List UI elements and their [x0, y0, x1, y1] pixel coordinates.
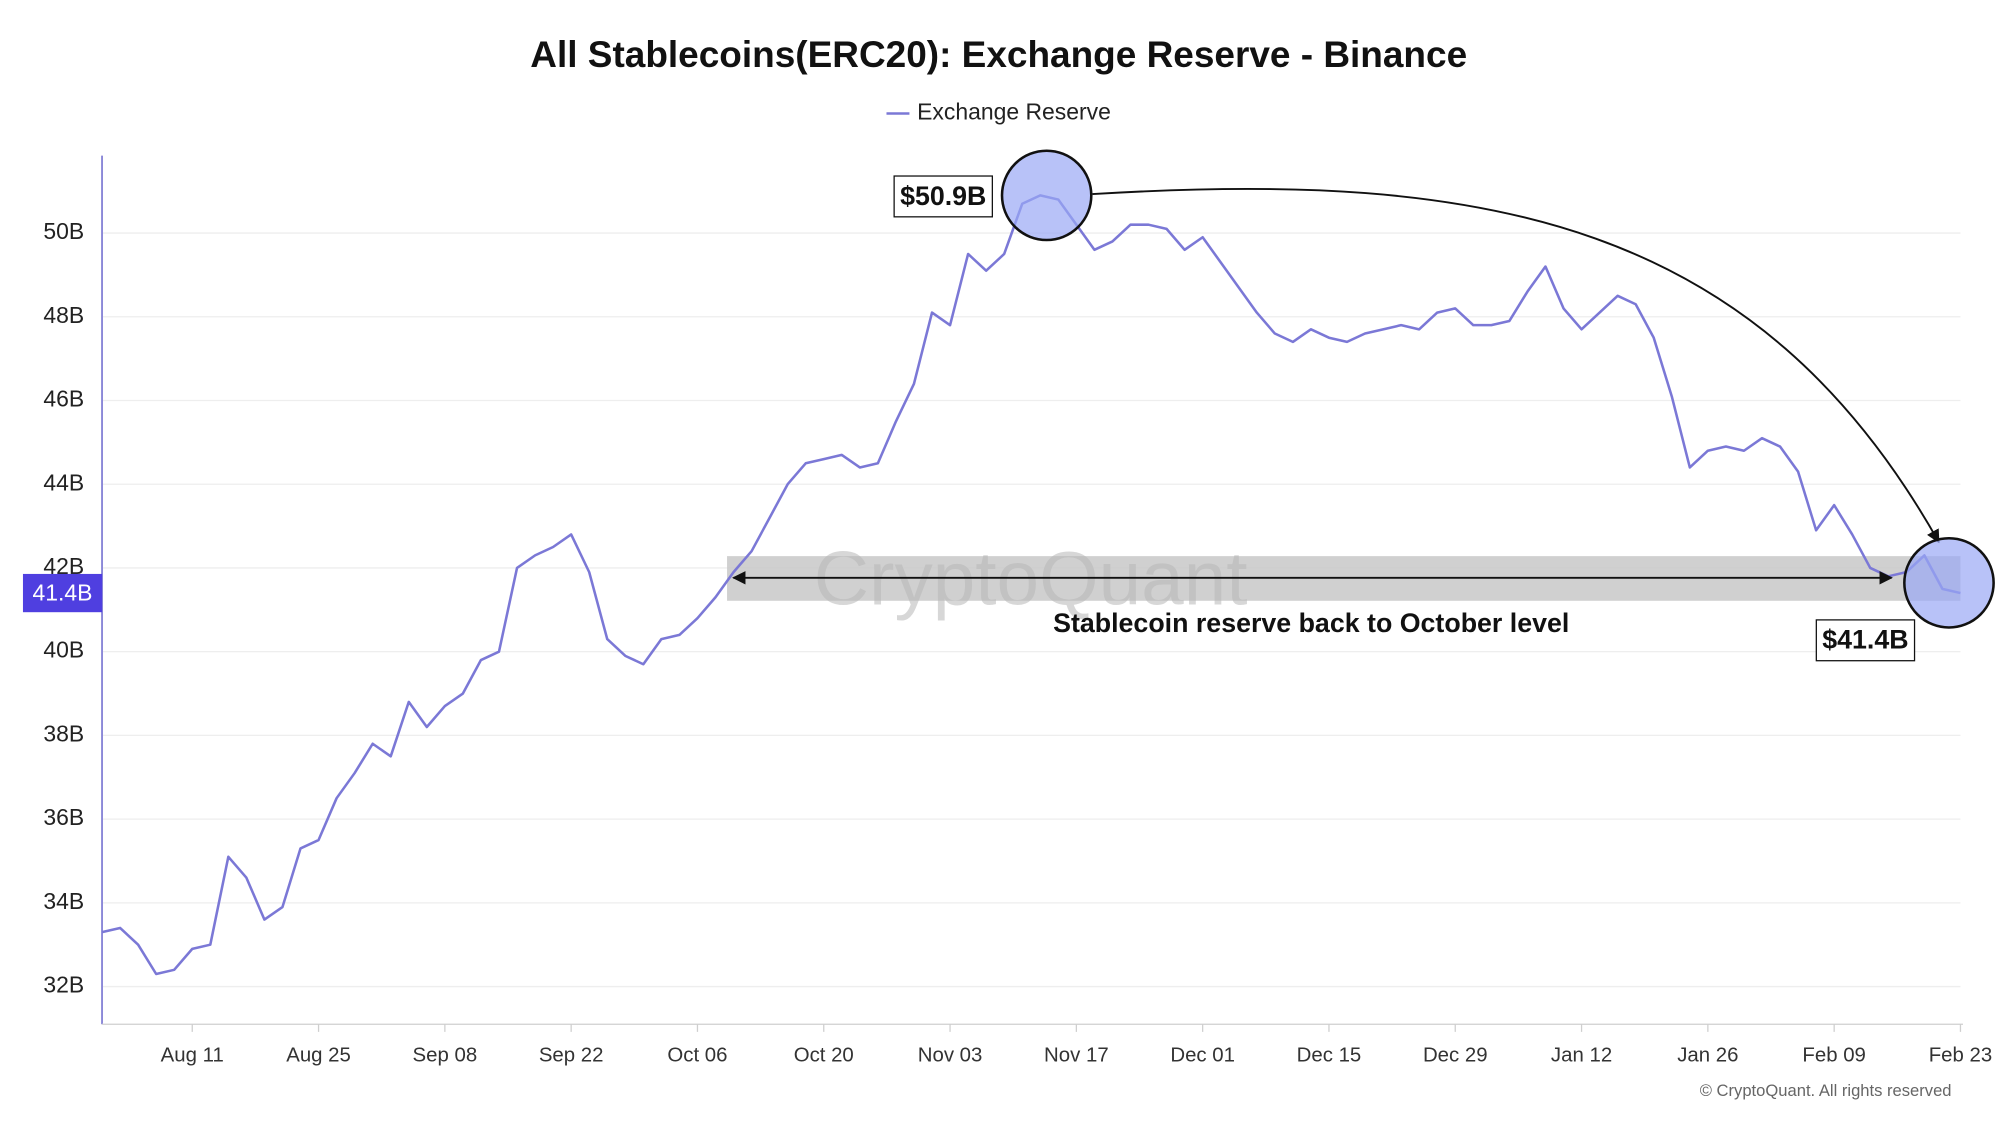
y-tick-label: 50B: [43, 218, 84, 244]
y-tick-label: 44B: [43, 469, 84, 495]
x-tick-label: Sep 22: [539, 1045, 604, 1067]
legend-label: Exchange Reserve: [917, 99, 1111, 125]
x-tick-label: Oct 20: [794, 1045, 854, 1067]
y-tick-label: 46B: [43, 386, 84, 412]
x-tick-label: Dec 01: [1170, 1045, 1235, 1067]
x-tick-label: Aug 25: [286, 1045, 351, 1067]
x-tick-label: Nov 17: [1044, 1045, 1109, 1067]
y-tick-label: 48B: [43, 302, 84, 328]
x-tick-label: Feb 09: [1802, 1045, 1865, 1067]
peak-circle: [1000, 149, 1093, 242]
x-tick-label: Oct 06: [667, 1045, 727, 1067]
copyright: © CryptoQuant. All rights reserved: [1700, 1081, 1952, 1100]
current-value-label: 41.4B: [33, 579, 93, 605]
current-value-box: [22, 573, 103, 613]
x-tick-label: Dec 15: [1297, 1045, 1362, 1067]
latest-circle: [1903, 536, 1995, 629]
x-tick-label: Aug 11: [161, 1045, 224, 1067]
curve-arrow: [1092, 187, 1940, 544]
y-tick-label: 34B: [43, 888, 84, 914]
peak-label: $50.9B: [900, 181, 986, 211]
x-tick-label: Feb 23: [1929, 1045, 1992, 1067]
peak-label-box: [893, 175, 993, 218]
latest-label-box: [1815, 619, 1916, 662]
latest-label: $41.4B: [1822, 625, 1908, 655]
x-tick-label: Sep 08: [413, 1045, 478, 1067]
x-tick-label: Jan 26: [1677, 1045, 1738, 1067]
y-tick-label: 36B: [43, 804, 84, 830]
x-tick-label: Jan 12: [1551, 1045, 1612, 1067]
chart-title: All Stablecoins(ERC20): Exchange Reserve…: [530, 34, 1467, 75]
note: Stablecoin reserve back to October level: [1053, 608, 1569, 638]
y-tick-label: 32B: [43, 972, 84, 998]
x-tick-label: Nov 03: [918, 1045, 983, 1067]
y-tick-label: 38B: [43, 720, 84, 746]
x-tick-label: Dec 29: [1423, 1045, 1488, 1067]
y-tick-label: 40B: [43, 637, 84, 663]
